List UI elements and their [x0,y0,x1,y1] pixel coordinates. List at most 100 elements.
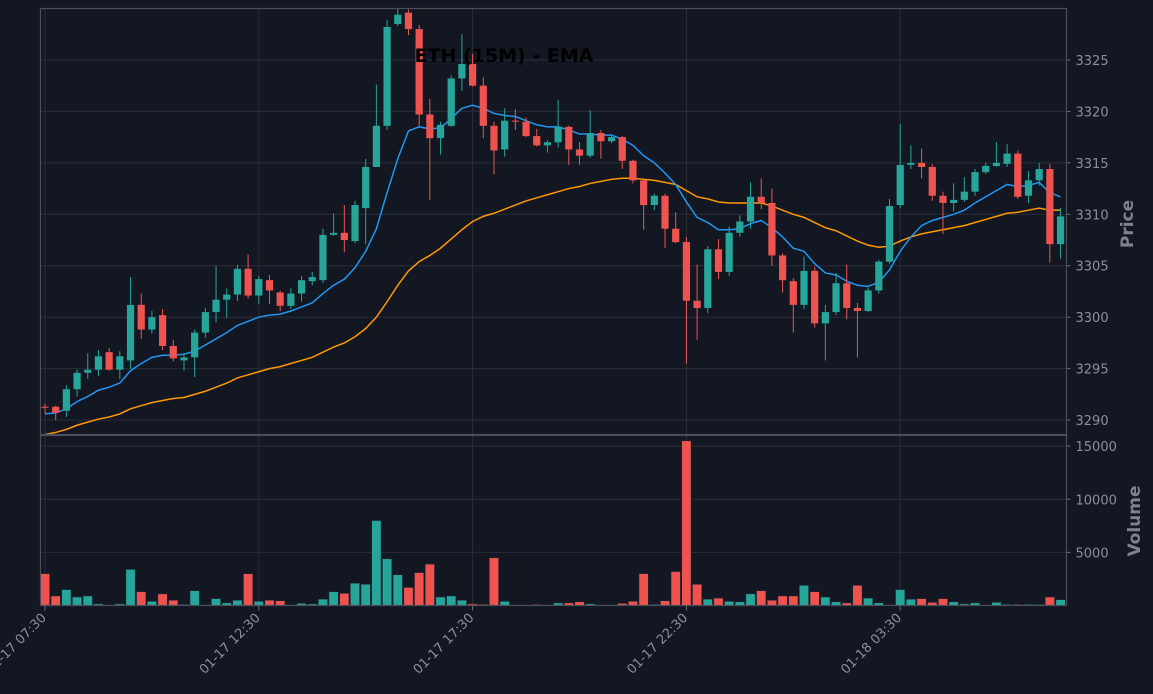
candle [875,259,883,294]
candle-body [330,232,338,235]
candle-body [490,125,498,151]
candle-body [811,270,819,324]
candles-layer [41,8,1065,421]
candle-body [362,166,370,209]
candle-body [789,281,797,305]
candle-body [255,279,263,296]
candle-body [939,195,947,203]
candle-body [607,137,616,142]
candle [885,198,894,264]
candle [533,128,541,147]
candle-body [864,290,872,312]
candle-body [960,191,968,200]
volume-bar [627,600,638,606]
candle-body [84,369,92,373]
volume-bar [189,590,200,606]
volume-tick-label: 5000 [1076,546,1109,561]
volume-bar [253,600,264,606]
price-panel: 3290 3295 3300 3305 3310 3315 3320 3325 ETH (15… [39,7,1138,436]
candle [148,311,156,334]
candle-body [308,277,316,282]
candle [640,178,648,230]
candle [116,351,124,379]
candle [992,142,1001,167]
candle [340,205,348,253]
candle [554,100,562,148]
volume-bar [488,557,499,606]
price-tick-label: 3290 [1076,414,1109,429]
candle-body [885,206,894,262]
candle-body [479,85,487,126]
candle-body [1024,180,1033,196]
candle [372,84,380,167]
price-tick-label: 3310 [1076,208,1109,223]
candle [1014,150,1022,199]
candle [351,200,359,244]
candle [746,182,755,229]
candle [362,158,370,245]
candle-body [629,160,637,181]
volume-grid [40,445,1067,553]
ema-fast-line [44,104,1061,415]
candle [415,24,423,126]
candle [404,9,413,36]
candle-body [297,280,306,294]
candle-body [704,249,712,308]
candle-body [404,12,413,30]
candle [586,110,594,158]
candle-body [340,232,348,241]
volume-bar [82,595,93,606]
price-axis-label: Price [1118,200,1138,248]
candle [383,19,391,130]
candle [714,238,723,280]
candle [169,339,177,362]
volume-bar [692,583,703,606]
volume-bar [264,599,275,606]
volume-bar [125,569,136,606]
volume-bar [39,573,50,606]
candle [1046,163,1054,263]
volume-bar [670,571,681,606]
candle-body [982,165,990,173]
candle [864,287,872,313]
volume-bar [638,573,649,606]
candle [126,277,135,369]
candle-body [148,317,156,330]
volume-tick-label: 10000 [1076,493,1117,508]
volume-bar [146,600,157,606]
candle [757,178,765,210]
volume-bar [61,589,72,606]
candle [426,99,434,200]
candle-body [287,293,295,306]
candle [94,350,103,376]
volume-bar [275,600,286,606]
candle-body [917,162,926,167]
candle [950,183,958,212]
volume-bar [745,593,756,606]
candle-body [372,125,380,167]
candle-body [1046,169,1054,245]
price-tick-label: 3315 [1076,157,1109,172]
candle-body [501,120,509,150]
candle [522,117,530,138]
candle [191,329,199,377]
candle-body [768,202,776,256]
candle-body [137,304,145,330]
price-grid [40,59,1067,421]
candle [779,253,787,293]
candle [607,136,616,144]
volume-bar [798,585,809,606]
candle-body [843,283,851,308]
volume-bar [157,593,168,606]
candle-body [586,133,594,156]
volume-bar [350,582,361,606]
candle [960,177,968,202]
candle-body [436,124,445,139]
candle [725,226,733,277]
candle [458,34,466,91]
candle [543,140,552,153]
candle [469,53,477,87]
candle [255,276,263,304]
volume-bar [211,598,222,606]
candle-body [522,121,530,137]
